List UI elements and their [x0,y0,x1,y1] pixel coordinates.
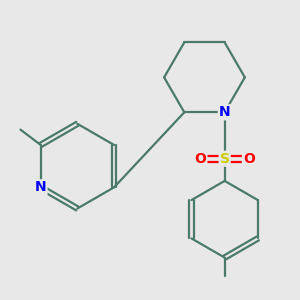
Text: O: O [194,152,206,166]
Text: N: N [219,105,230,119]
Text: O: O [243,152,255,166]
Text: S: S [220,152,230,166]
Text: N: N [35,180,46,194]
